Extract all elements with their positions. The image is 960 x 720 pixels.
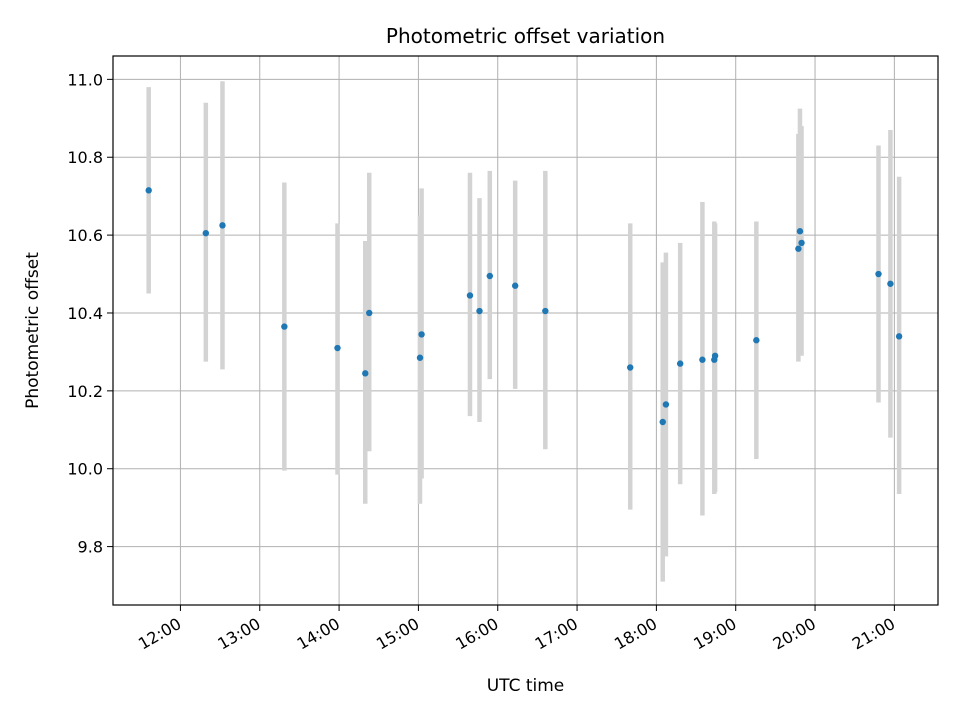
data-point	[795, 245, 802, 252]
data-point	[895, 333, 903, 340]
chart-title: Photometric offset variation	[386, 24, 665, 48]
y-tick-label: 11.0	[67, 70, 103, 89]
y-axis-label: Photometric offset	[23, 252, 43, 409]
data-point	[366, 309, 373, 317]
plot-frame	[112, 55, 939, 606]
data-point	[416, 354, 424, 361]
data-point	[699, 356, 706, 363]
data-point	[418, 331, 425, 338]
data-point	[662, 401, 670, 408]
data-point	[334, 344, 341, 352]
data-point	[798, 239, 805, 247]
data-point	[676, 360, 684, 367]
data-point	[466, 292, 474, 299]
data-point	[362, 370, 369, 377]
data-point	[753, 337, 760, 344]
y-tick-label: 10.6	[67, 226, 103, 245]
data-point	[711, 352, 719, 360]
y-axis-ticks: 9.8 10.0 10.2 10.4 10.6 10.8 11.0	[67, 70, 113, 557]
grid-lines	[113, 56, 938, 605]
data-point	[476, 307, 483, 315]
y-tick-label: 10.2	[67, 382, 103, 401]
x-axis-label: UTC time	[487, 676, 565, 696]
data-point	[659, 418, 666, 426]
y-tick-label: 10.8	[67, 148, 103, 167]
data-point	[887, 280, 894, 287]
data-point	[627, 364, 634, 371]
y-tick-label: 10.0	[67, 460, 103, 479]
data-point	[219, 222, 226, 229]
data-points	[145, 187, 903, 426]
y-tick-label: 10.4	[67, 304, 103, 323]
data-point	[875, 270, 882, 278]
y-tick-label: 9.8	[78, 538, 103, 557]
data-point	[202, 229, 210, 237]
data-point	[486, 272, 494, 280]
data-point	[145, 187, 152, 194]
data-point	[542, 307, 549, 315]
data-point	[796, 228, 804, 235]
data-point	[511, 282, 519, 289]
data-point	[281, 323, 288, 330]
